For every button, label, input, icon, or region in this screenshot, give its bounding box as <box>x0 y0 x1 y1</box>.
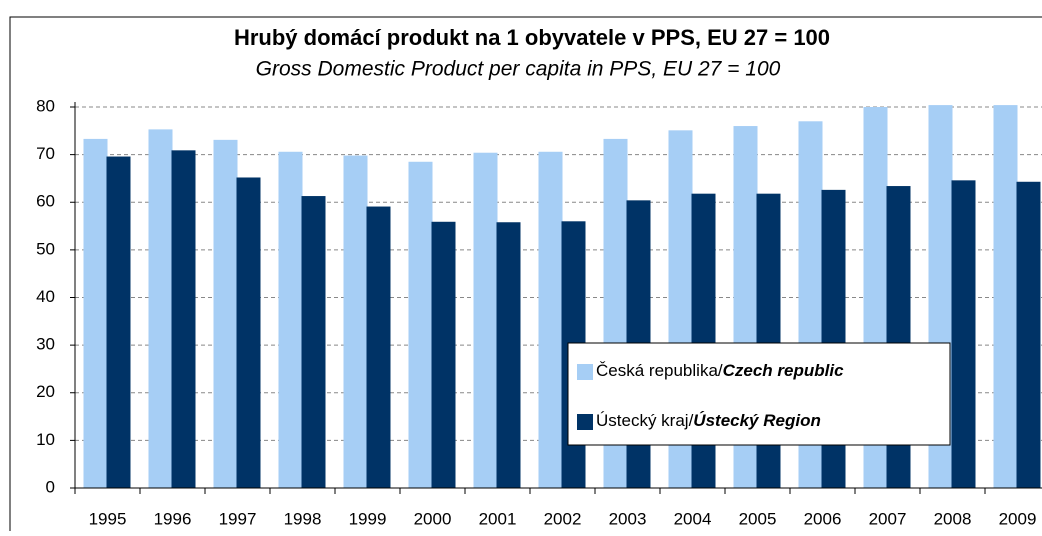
y-tick-label: 20 <box>36 382 55 401</box>
y-tick-label: 70 <box>36 144 55 163</box>
bar <box>366 206 391 488</box>
x-tick-label: 1995 <box>89 509 127 528</box>
y-tick-label: 50 <box>36 239 55 258</box>
x-tick-label: 2002 <box>544 509 582 528</box>
x-tick-label: 2004 <box>674 509 712 528</box>
bar <box>171 150 196 488</box>
x-tick-label: 1997 <box>219 509 257 528</box>
x-tick-label: 2000 <box>414 509 452 528</box>
y-tick-label: 0 <box>46 477 55 496</box>
y-tick-label: 30 <box>36 335 55 354</box>
bar <box>951 180 976 488</box>
y-tick-label: 80 <box>36 96 55 115</box>
x-tick-label: 2001 <box>479 509 517 528</box>
bar <box>343 155 368 488</box>
y-tick-label: 40 <box>36 287 55 306</box>
bar <box>431 221 456 488</box>
legend-box <box>567 342 951 446</box>
bar <box>278 151 303 488</box>
x-tick-label: 2008 <box>934 509 972 528</box>
bar <box>301 196 326 488</box>
bar <box>148 129 173 489</box>
chart-title: Hrubý domácí produkt na 1 obyvatele v PP… <box>234 25 830 50</box>
legend-label: Ústecký kraj/Ústecký Region <box>596 411 821 430</box>
x-tick-label: 2007 <box>869 509 907 528</box>
bar <box>408 161 433 489</box>
bar <box>106 156 131 488</box>
x-tick-label: 2003 <box>609 509 647 528</box>
bar <box>473 152 498 488</box>
legend-swatch <box>577 414 593 430</box>
y-tick-label: 60 <box>36 192 55 211</box>
bar <box>236 177 261 489</box>
legend-swatch <box>577 364 593 380</box>
bar <box>993 105 1018 488</box>
bar <box>538 151 563 488</box>
x-tick-label: 1998 <box>284 509 322 528</box>
x-tick-label: 2005 <box>739 509 777 528</box>
chart-subtitle: Gross Domestic Product per capita in PPS… <box>256 58 781 81</box>
x-tick-label: 1996 <box>154 509 192 528</box>
legend-label: Česká republika/Czech republic <box>596 361 844 380</box>
bar <box>213 139 238 488</box>
x-tick-label: 1999 <box>349 509 387 528</box>
bar <box>496 222 521 488</box>
y-tick-label: 10 <box>36 430 55 449</box>
bar <box>83 138 108 488</box>
x-tick-label: 2009 <box>999 509 1037 528</box>
x-tick-label: 2006 <box>804 509 842 528</box>
bar <box>1016 181 1041 489</box>
